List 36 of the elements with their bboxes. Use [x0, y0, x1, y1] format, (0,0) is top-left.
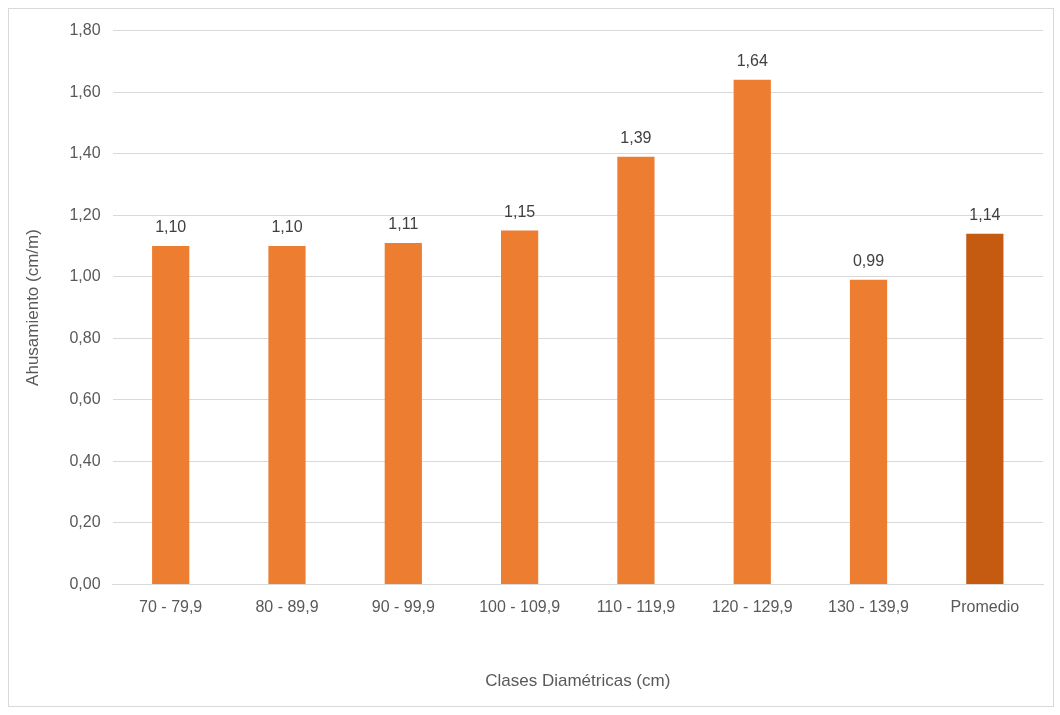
y-tick-label: 0,80: [69, 328, 101, 346]
bar: [733, 79, 771, 584]
x-tick-label: Promedio: [950, 598, 1020, 616]
bar: [966, 233, 1004, 584]
x-tick-label: 110 - 119,9: [596, 598, 676, 616]
bar: [384, 242, 422, 584]
x-tick-label: 120 - 129,9: [711, 598, 793, 616]
bar: [617, 156, 655, 584]
x-tick-label: 100 - 109,9: [479, 598, 561, 616]
bar: [501, 230, 539, 584]
data-label: 1,64: [736, 52, 768, 70]
x-tick-label: 90 - 99,9: [371, 598, 435, 616]
y-axis-title: Ahusamiento (cm/m): [22, 229, 42, 386]
data-label: 1,10: [155, 218, 187, 236]
x-tick-label: 70 - 79,9: [139, 598, 203, 616]
data-label: 0,99: [852, 252, 885, 270]
y-tick-label: 1,80: [69, 21, 101, 39]
data-label: 1,11: [388, 215, 419, 233]
data-label: 1,10: [271, 218, 303, 236]
x-tick-label: 130 - 139,9: [828, 598, 910, 616]
y-tick-label: 1,40: [69, 144, 101, 162]
bar: [849, 279, 888, 584]
bar: [268, 245, 306, 584]
bar: [152, 245, 190, 584]
x-tick-label: 80 - 89,9: [255, 598, 319, 616]
y-tick-label: 1,60: [69, 82, 101, 100]
data-label: 1,15: [504, 202, 536, 220]
y-tick-label: 0,40: [69, 451, 101, 469]
y-tick-label: 1,00: [69, 267, 101, 285]
y-tick-label: 0,60: [69, 390, 101, 408]
y-tick-label: 1,20: [69, 205, 101, 223]
data-label: 1,14: [969, 206, 1001, 224]
y-tick-label: 0,20: [69, 513, 101, 531]
y-tick-label: 0,00: [69, 574, 101, 592]
data-label: 1,39: [620, 129, 652, 147]
x-axis-title: Clases Diamétricas (cm): [485, 671, 671, 691]
